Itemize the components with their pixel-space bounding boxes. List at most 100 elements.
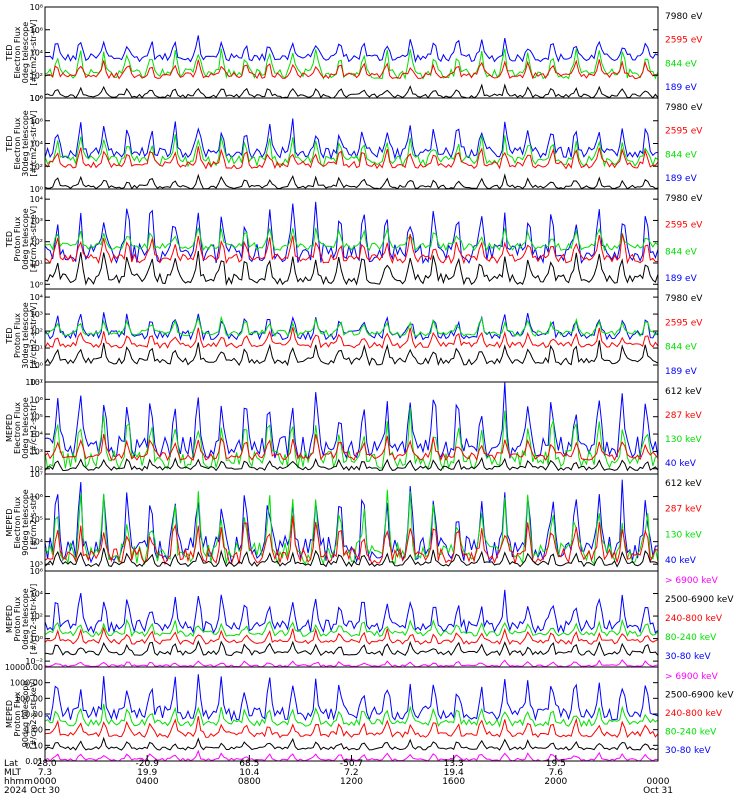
y-tick-label: 0.10 bbox=[25, 741, 43, 750]
legend-entry: 189 eV bbox=[665, 174, 698, 184]
x-tick-label: 7.2 bbox=[344, 768, 358, 778]
x-tick-label: -50.7 bbox=[340, 759, 363, 769]
legend-entry: 40 keV bbox=[665, 556, 697, 566]
legend-entry: > 6900 keV bbox=[665, 576, 719, 586]
series-trace bbox=[44, 201, 659, 265]
y-tick-label: 10⁶ bbox=[30, 493, 43, 502]
y-tick-label: 10² bbox=[30, 162, 43, 171]
y-tick-label: 10.00 bbox=[20, 710, 43, 719]
legend-entry: 7980 eV bbox=[665, 194, 703, 204]
legend-entry: 2595 eV bbox=[665, 127, 703, 137]
y-axis-label: 90deg telescope bbox=[21, 489, 30, 556]
y-axis-label: Proton Flux bbox=[13, 691, 22, 736]
y-axis-label: [#/cm2-s-str-keV] bbox=[29, 679, 38, 750]
legend-entry: 2595 eV bbox=[665, 36, 703, 46]
series-trace bbox=[44, 134, 659, 168]
y-axis-label: MEPED bbox=[5, 414, 14, 442]
series-trace bbox=[44, 640, 659, 657]
series-trace bbox=[44, 312, 659, 342]
y-tick-label: 10² bbox=[30, 71, 43, 80]
series-trace bbox=[44, 35, 659, 63]
x-tick-label: 7.3 bbox=[38, 768, 52, 778]
y-axis-label: [#/cm2-s-str] bbox=[29, 401, 38, 454]
y-axis-label: Electron Flux bbox=[13, 496, 22, 548]
y-tick-label: 10² bbox=[30, 465, 43, 474]
series-trace bbox=[44, 327, 659, 349]
series-trace bbox=[44, 659, 659, 668]
y-tick-label: 10⁵ bbox=[30, 515, 43, 524]
y-axis-label: 90deg telescope bbox=[21, 681, 30, 748]
y-tick-label: 10⁵ bbox=[30, 413, 43, 422]
series-trace bbox=[44, 736, 659, 751]
y-axis-label: 0deg telescope bbox=[21, 397, 30, 458]
legend-entry: 80-240 keV bbox=[665, 633, 717, 643]
series-trace bbox=[44, 407, 659, 470]
panel-3: 10⁰ 10¹ 10² 10³ 10⁴ TED Proton Flux 0deg telesc… bbox=[5, 188, 703, 290]
y-tick-label: 10⁴ bbox=[30, 430, 43, 439]
legend-entry: 80-240 keV bbox=[665, 728, 717, 738]
y-tick-label: 10³ bbox=[30, 310, 43, 319]
series-trace bbox=[44, 618, 659, 638]
x-tick-label: 19.4 bbox=[444, 768, 464, 778]
legend-entry: 2595 eV bbox=[665, 318, 703, 328]
y-tick-label: 10⁸ bbox=[30, 3, 43, 12]
series-trace bbox=[44, 589, 659, 634]
series-trace bbox=[44, 227, 659, 252]
y-axis-label: TED bbox=[5, 135, 14, 152]
x-tick-label: 19.9 bbox=[137, 768, 157, 778]
y-axis-label: TED bbox=[5, 327, 14, 344]
legend-entry: 7980 eV bbox=[665, 12, 703, 22]
legend-entry: 189 eV bbox=[665, 83, 698, 93]
series-trace bbox=[44, 547, 659, 568]
panel-1: 10⁰ 10² 10⁴ 10⁶ 10⁸ TED Electron Flux 0deg tele… bbox=[5, 3, 703, 103]
panel-8: 0.01 0.10 1.00 10.00 100.00 1000.00 10000.00 ME… bbox=[5, 663, 735, 766]
y-axis-label: MEPED bbox=[5, 700, 14, 728]
legend-entry: 287 keV bbox=[665, 411, 702, 421]
legend-entry: 240-800 keV bbox=[665, 709, 723, 719]
y-axis-label: TED bbox=[5, 231, 14, 248]
x-tick-label: 68.5 bbox=[239, 759, 259, 769]
y-tick-label: 10⁶ bbox=[30, 395, 43, 404]
legend-entry: 844 eV bbox=[665, 343, 698, 353]
series-trace bbox=[44, 626, 659, 645]
x-tick-label: 0400 bbox=[136, 777, 159, 787]
y-tick-label: 1.00 bbox=[25, 726, 43, 735]
legend-entry: 189 eV bbox=[665, 274, 698, 284]
series-trace bbox=[44, 83, 659, 99]
legend-entry: 7980 eV bbox=[665, 294, 703, 304]
y-axis-label: 0deg telescope bbox=[21, 208, 30, 269]
y-axis-label: 30deg telescope bbox=[21, 302, 30, 369]
y-axis-label: Electron Flux bbox=[13, 26, 22, 78]
series-trace bbox=[44, 250, 659, 286]
panel-6: 10³ 10⁴ 10⁵ 10⁶ 10⁷ MEPED Electron Flux 90deg t… bbox=[5, 470, 702, 572]
y-tick-label: 10⁶ bbox=[30, 567, 43, 576]
y-tick-label: 10¹ bbox=[30, 259, 43, 268]
y-tick-label: 1000.00 bbox=[10, 679, 43, 688]
x-tick-label: 0000 bbox=[34, 777, 57, 787]
x-tick-label: 7.6 bbox=[549, 768, 564, 778]
legend-entry: 2500-6900 keV bbox=[665, 691, 734, 701]
y-axis-label: [#/cm2-s-str-keV] bbox=[29, 584, 38, 655]
panel-7: 10⁻² 10⁰ 10² 10⁴ 10⁶ MEPED Proton Flux 0deg tel… bbox=[5, 567, 734, 668]
legend-entry: 240-800 keV bbox=[665, 614, 723, 624]
y-axis-label: [#/cm2-s-str] bbox=[29, 496, 38, 549]
series-trace bbox=[44, 456, 659, 472]
series-trace bbox=[44, 146, 659, 170]
y-tick-label: 10⁶ bbox=[30, 117, 43, 126]
legend-entry: 30-80 keV bbox=[665, 746, 711, 756]
series-trace bbox=[44, 433, 659, 462]
y-tick-label: 10⁰ bbox=[30, 94, 43, 103]
legend-entry: 130 keV bbox=[665, 530, 702, 540]
y-tick-label: 10⁴ bbox=[30, 538, 43, 547]
y-axis-label: Proton Flux bbox=[13, 216, 22, 261]
y-tick-label: 10⁰ bbox=[30, 280, 43, 289]
x-tick-label: -28.0 bbox=[33, 759, 57, 769]
y-tick-label: 10¹ bbox=[30, 344, 43, 353]
y-tick-label: 10⁴ bbox=[30, 590, 43, 599]
legend-entry: 844 eV bbox=[665, 59, 698, 69]
series-trace bbox=[44, 703, 659, 728]
legend-entry: 2595 eV bbox=[665, 221, 703, 231]
y-tick-label: 10³ bbox=[30, 447, 43, 456]
legend-entry: 287 keV bbox=[665, 505, 702, 515]
